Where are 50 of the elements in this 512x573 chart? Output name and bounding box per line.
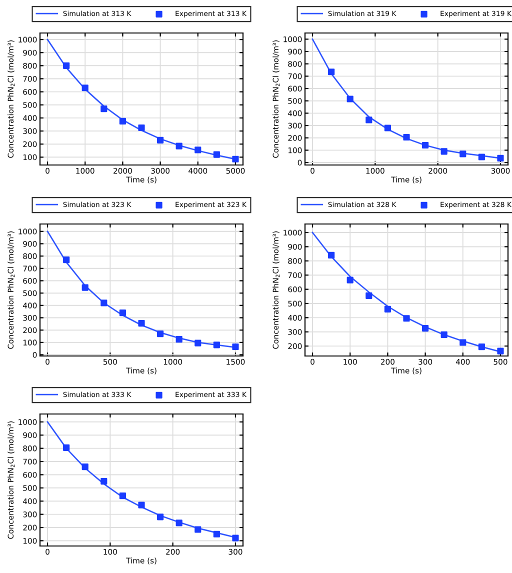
point [176, 520, 182, 526]
point [328, 68, 335, 76]
point [460, 150, 466, 158]
point [366, 116, 372, 124]
point [460, 339, 466, 346]
point [100, 478, 108, 485]
point [213, 530, 220, 538]
point [138, 124, 145, 132]
point [157, 330, 164, 338]
point [100, 300, 108, 306]
point [232, 534, 239, 542]
point [119, 310, 126, 316]
point [82, 284, 88, 291]
point [194, 340, 202, 346]
point [194, 146, 202, 154]
point [478, 343, 485, 350]
point [232, 343, 239, 350]
point [157, 136, 164, 144]
point [440, 331, 448, 338]
point [403, 315, 410, 322]
point [497, 348, 504, 354]
point [63, 256, 70, 264]
point [82, 84, 88, 92]
point [176, 336, 182, 343]
point [478, 154, 485, 160]
point [440, 148, 448, 155]
point [138, 502, 145, 508]
point [232, 156, 239, 162]
point [328, 252, 335, 259]
point [346, 96, 354, 102]
point [403, 134, 410, 141]
point [82, 464, 88, 470]
point [138, 320, 145, 327]
point [497, 154, 504, 162]
point [346, 276, 354, 284]
point [176, 142, 182, 150]
point [119, 118, 126, 125]
point [157, 514, 164, 520]
point [213, 151, 220, 158]
point [384, 306, 391, 312]
point [366, 292, 372, 299]
point [63, 62, 70, 69]
point [213, 342, 220, 348]
point [100, 106, 108, 112]
point [384, 124, 391, 132]
point [194, 526, 202, 533]
point [63, 444, 70, 451]
point [422, 325, 429, 332]
point [119, 492, 126, 500]
point [422, 142, 429, 149]
